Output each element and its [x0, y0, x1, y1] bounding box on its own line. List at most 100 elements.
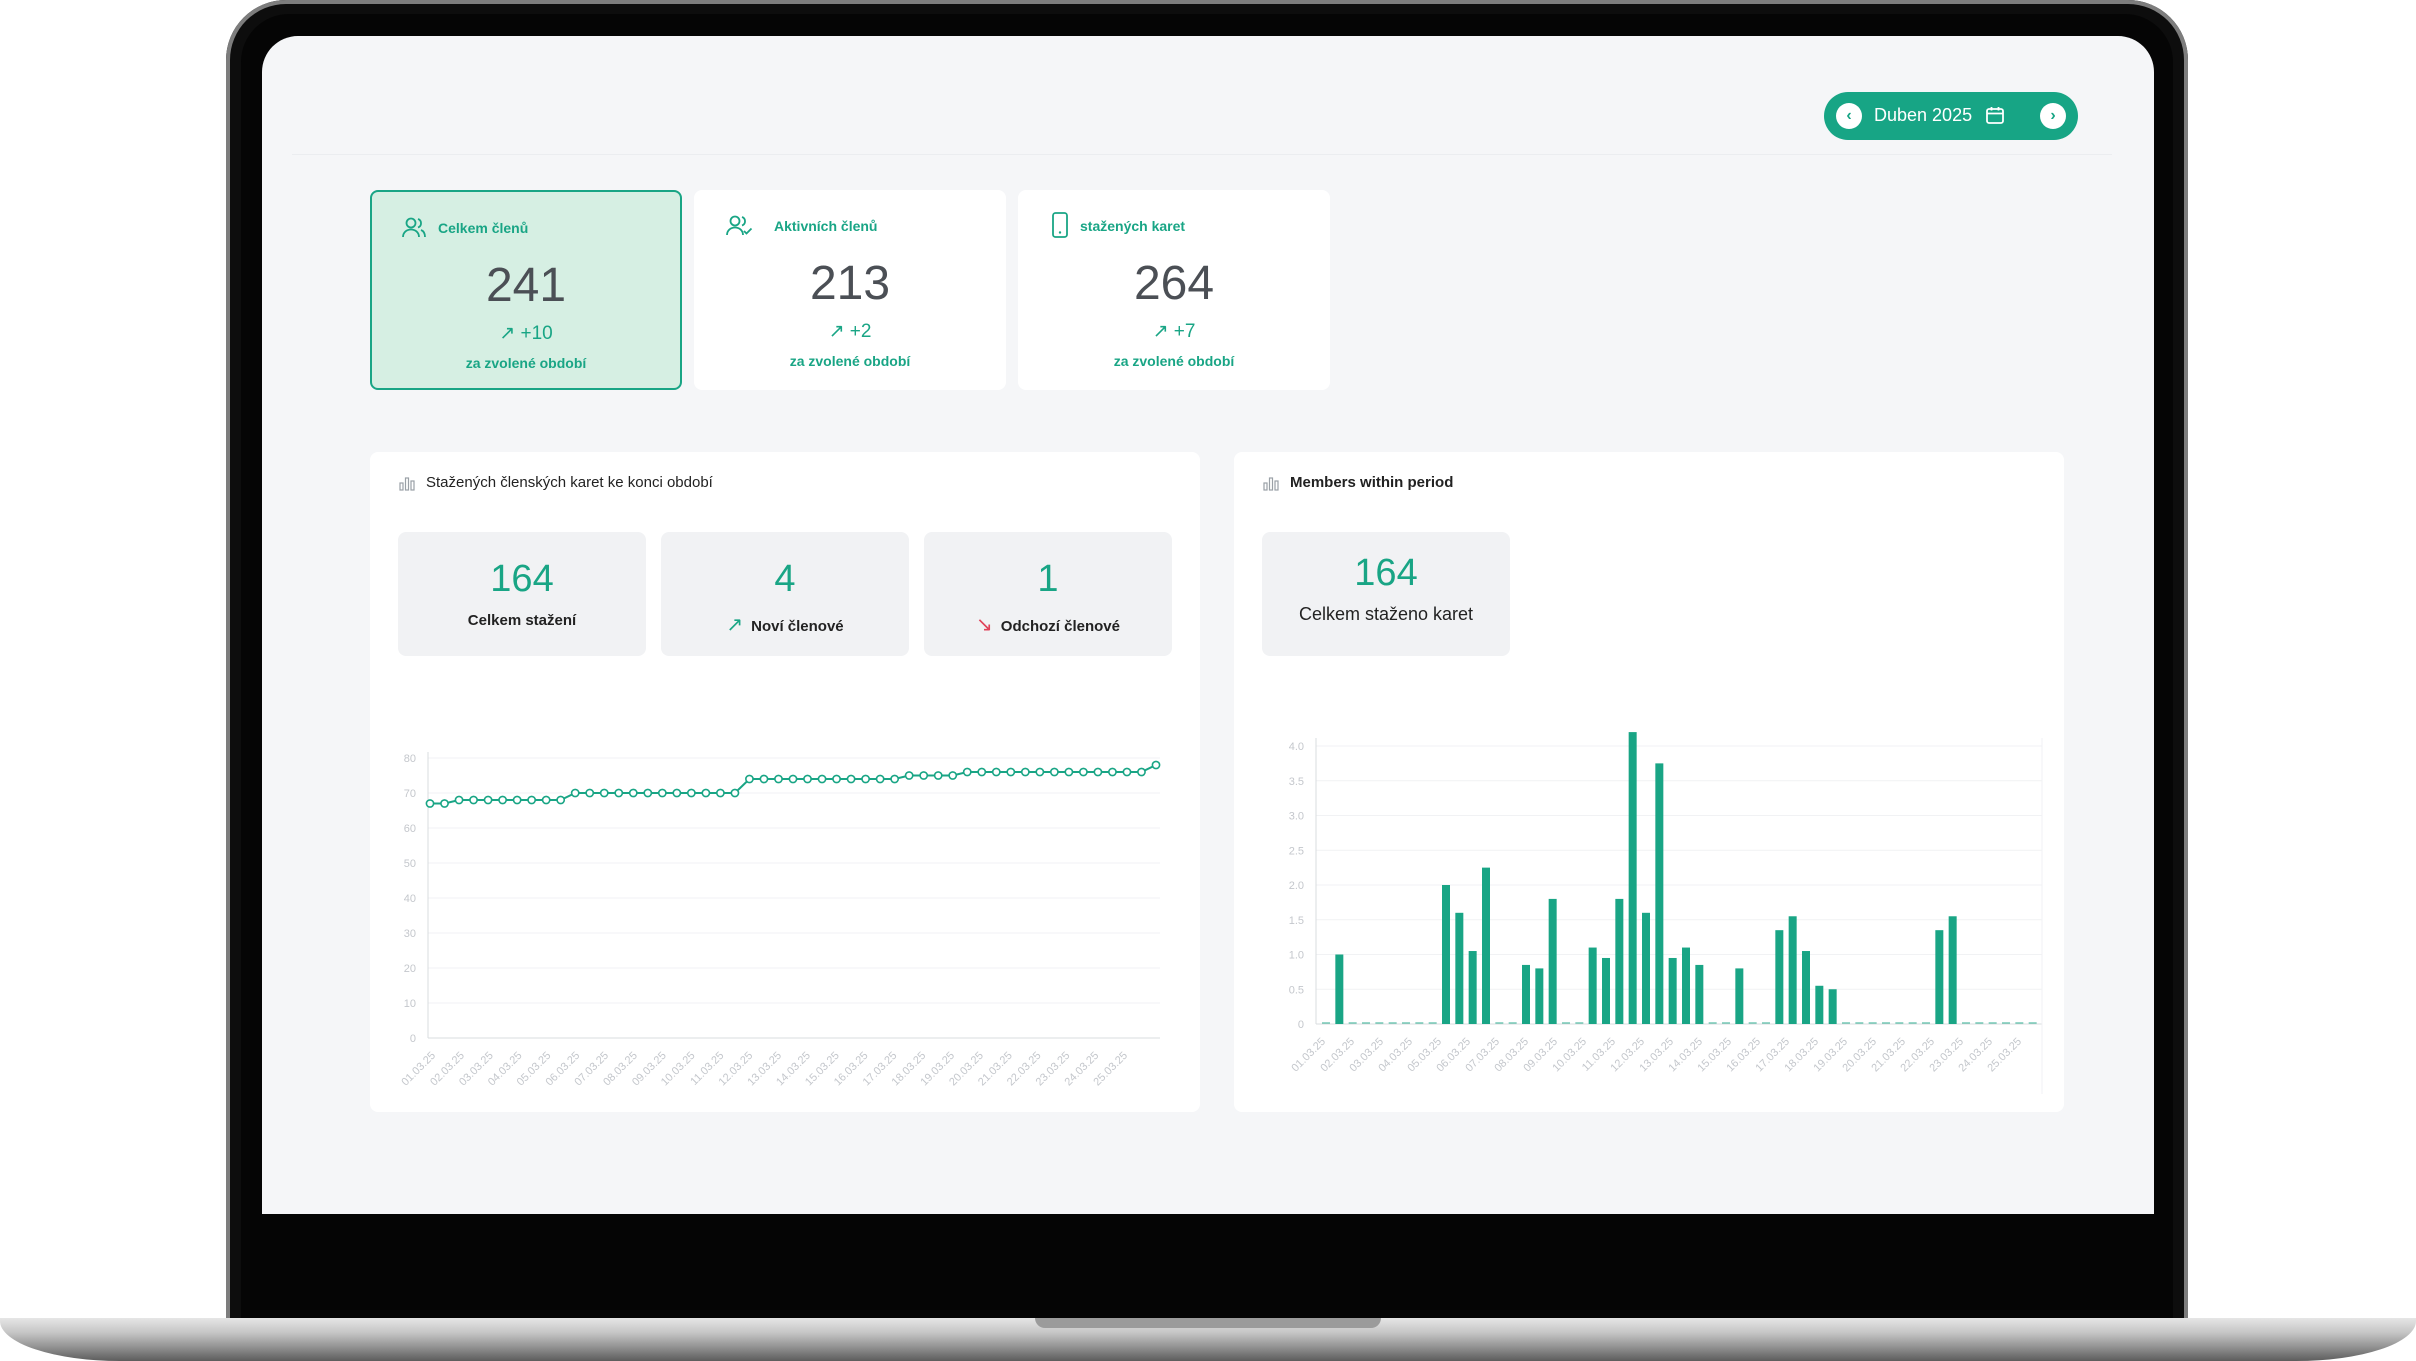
- y-tick-label: 3.5: [1289, 776, 1304, 788]
- data-point: [498, 795, 507, 805]
- header-divider: [292, 154, 2112, 155]
- stat-new-members: 4 ↗ Noví členové: [661, 532, 909, 656]
- kpi-period: za zvolené období: [465, 355, 587, 371]
- data-point: [933, 771, 943, 780]
- data-point: [1151, 760, 1161, 770]
- stat-label: Celkem stažení: [467, 612, 577, 629]
- bar: [1588, 947, 1597, 1024]
- data-point: [483, 795, 493, 805]
- data-point: [1122, 767, 1132, 777]
- data-point: [541, 795, 551, 805]
- data-point: [1137, 767, 1146, 777]
- arrow-down-right-icon: ↘: [976, 614, 993, 636]
- data-point: [730, 788, 740, 798]
- stat-label-row: ↗ Noví členové: [726, 614, 844, 636]
- kpi-card-active-members[interactable]: Aktivních členů 213 ↗ +2 za zvolené obdo…: [694, 190, 1006, 390]
- data-point: [991, 767, 1001, 777]
- app-screen: ‹ Duben 2025 › Celkem členů 241 ↗ +10 za…: [262, 36, 2154, 1214]
- data-point: [425, 799, 435, 808]
- arrow-up-right-icon: ↗: [499, 323, 516, 344]
- kpi-label: Celkem členů: [438, 220, 529, 236]
- data-point: [788, 774, 798, 784]
- data-point: [745, 774, 754, 784]
- bar: [1828, 989, 1837, 1024]
- data-point: [686, 788, 696, 798]
- bar: [1468, 951, 1477, 1024]
- data-point: [890, 774, 900, 784]
- stat-label: Celkem staženo karet: [1298, 604, 1474, 624]
- data-point: [1064, 767, 1074, 777]
- line-chart: 0102030405060708001.03.2502.03.2503.03.2…: [399, 752, 1161, 1088]
- stat-label-row: ↘ Odchozí členové: [976, 614, 1120, 636]
- data-point: [948, 771, 958, 780]
- bar: [1602, 957, 1610, 1024]
- y-tick-label: 40: [404, 893, 416, 905]
- bar: [1802, 951, 1810, 1024]
- y-tick-label: 0.5: [1289, 984, 1304, 996]
- bar: [1935, 930, 1944, 1024]
- panel-title: Stažených členských karet ke konci obdob…: [426, 474, 713, 491]
- bar: [1775, 930, 1784, 1024]
- kpi-card-downloaded-cards[interactable]: stažených karet 264 ↗ +7 za zvolené obdo…: [1018, 190, 1330, 390]
- data-point: [774, 774, 783, 784]
- series-line: [430, 764, 1157, 805]
- data-point: [1020, 767, 1030, 777]
- bar: [1335, 954, 1344, 1024]
- y-tick-label: 3.0: [1289, 811, 1304, 823]
- bar: [1788, 916, 1797, 1024]
- stat-total-downloaded: 164 Celkem staženo karet: [1262, 532, 1510, 656]
- bar: [1628, 732, 1637, 1024]
- month-picker[interactable]: ‹ Duben 2025 ›: [1824, 92, 2078, 140]
- data-point: [817, 774, 827, 784]
- data-point: [1006, 767, 1016, 777]
- data-point: [803, 774, 812, 784]
- data-point: [701, 788, 711, 798]
- y-tick-label: 20: [404, 963, 416, 975]
- month-label: Duben 2025: [1874, 105, 1973, 125]
- y-tick-label: 2.0: [1289, 880, 1304, 892]
- kpi-delta: ↗ +2: [828, 321, 872, 342]
- bar: [1522, 964, 1530, 1024]
- data-point: [657, 788, 667, 798]
- bar: [1655, 763, 1664, 1024]
- data-point: [585, 788, 595, 798]
- stat-total-downloads: 164 Celkem stažení: [398, 532, 646, 656]
- data-point: [977, 767, 987, 777]
- kpi-delta: ↗ +10: [499, 323, 553, 344]
- data-point: [1079, 767, 1088, 777]
- kpi-card-total-members[interactable]: Celkem členů 241 ↗ +10 za zvolené období: [370, 190, 682, 390]
- data-point: [1093, 767, 1103, 777]
- prev-month-button[interactable]: ‹: [1836, 103, 1862, 129]
- data-point: [454, 795, 464, 805]
- bar: [1482, 867, 1490, 1024]
- data-point: [628, 788, 638, 798]
- data-point: [440, 799, 449, 808]
- kpi-period: za zvolené období: [789, 353, 911, 369]
- kpi-delta: ↗ +7: [1152, 321, 1196, 342]
- y-tick-label: 1.0: [1289, 950, 1304, 962]
- data-point: [861, 774, 870, 784]
- arrow-up-right-icon: ↗: [1152, 321, 1169, 342]
- data-point: [527, 795, 537, 805]
- calendar-icon[interactable]: [1985, 105, 2005, 125]
- data-point: [570, 788, 580, 798]
- y-tick-label: 60: [404, 823, 416, 835]
- smartphone-icon: [1052, 212, 1068, 238]
- y-tick-label: 30: [404, 928, 416, 940]
- laptop-notch: [1035, 1318, 1381, 1328]
- data-point: [759, 774, 769, 784]
- y-tick-label: 0: [1298, 1019, 1304, 1031]
- bar: [1548, 898, 1557, 1024]
- kpi-value: 241: [485, 259, 567, 312]
- stat-value: 164: [1354, 552, 1418, 594]
- data-point: [1108, 767, 1117, 777]
- kpi-label: Aktivních členů: [774, 218, 878, 234]
- bar: [1642, 912, 1650, 1024]
- y-tick-label: 10: [404, 998, 416, 1010]
- stat-value: 4: [774, 558, 796, 600]
- data-point: [904, 771, 914, 780]
- y-tick-label: 2.5: [1289, 845, 1304, 857]
- data-point: [1035, 767, 1045, 777]
- bar-chart-icon: [1263, 477, 1279, 491]
- next-month-button[interactable]: ›: [2040, 103, 2066, 129]
